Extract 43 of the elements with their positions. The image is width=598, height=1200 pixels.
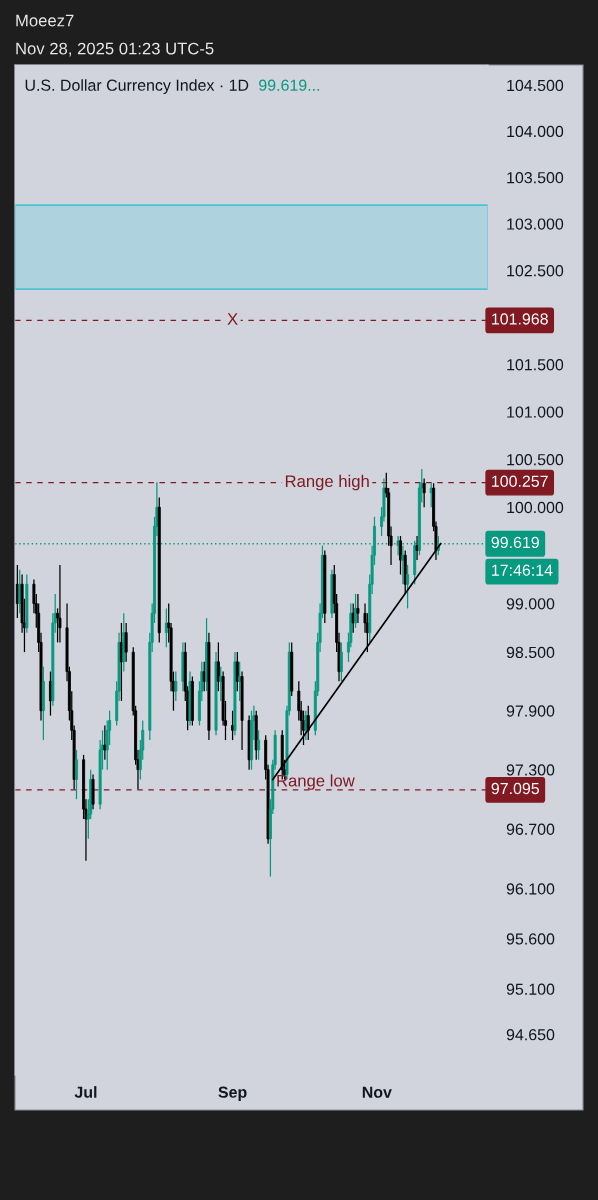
y-tick-label: 96.700 xyxy=(506,823,555,835)
x-tick-label: Jul xyxy=(74,1086,97,1098)
candlestick xyxy=(257,729,261,761)
y-tick-label: 102.500 xyxy=(507,265,564,277)
y-tick-label: 104.000 xyxy=(507,125,564,138)
text: 99.619... xyxy=(259,79,320,91)
candlestick xyxy=(415,535,419,561)
text: 17:46:14 xyxy=(492,564,553,576)
ref-line-label: 101.968 xyxy=(492,313,548,325)
y-tick-label: 104.500 xyxy=(507,79,564,92)
y-tick-label: 96.100 xyxy=(506,883,555,895)
ref-line-label: 97.095 xyxy=(491,782,540,795)
candlestick xyxy=(351,602,355,634)
annotation: X xyxy=(227,313,238,325)
x-tick-label: Nov xyxy=(362,1086,392,1098)
y-tick-label: 101.500 xyxy=(507,359,564,371)
candlestick xyxy=(235,651,239,692)
text: Moeez7 xyxy=(16,14,74,27)
candlestick xyxy=(174,670,178,702)
y-tick-label: 98.500 xyxy=(506,646,555,659)
y-tick-label: 101.000 xyxy=(507,406,564,418)
candlestick xyxy=(75,749,78,800)
ref-line-label: 100.257 xyxy=(492,475,548,487)
text: Nov 28, 2025 01:23 UTC-5 xyxy=(16,42,214,57)
candlestick xyxy=(356,593,360,624)
y-tick-label: 100.500 xyxy=(507,454,564,466)
x-tick-label: Sep xyxy=(218,1086,247,1101)
y-tick-label: 99.000 xyxy=(506,598,555,610)
y-tick-label: 103.000 xyxy=(507,218,564,230)
y-tick-label: 97.300 xyxy=(506,764,555,776)
y-tick-label: 95.600 xyxy=(506,933,555,945)
candlestick xyxy=(354,593,358,629)
text: U.S. Dollar Currency Index · 1D xyxy=(25,79,249,95)
ref-line-label: 99.619 xyxy=(491,536,539,549)
y-tick-label: 94.650 xyxy=(506,1029,555,1041)
y-tick-label: 95.100 xyxy=(506,983,555,995)
annotation: Range low xyxy=(277,774,355,790)
candlestick xyxy=(406,564,410,610)
y-tick-label: 103.500 xyxy=(507,171,564,184)
y-tick-label: 97.900 xyxy=(506,705,555,717)
annotation: Range high xyxy=(285,474,369,491)
candlestick xyxy=(58,564,62,644)
y-tick-label: 100.000 xyxy=(507,501,564,514)
